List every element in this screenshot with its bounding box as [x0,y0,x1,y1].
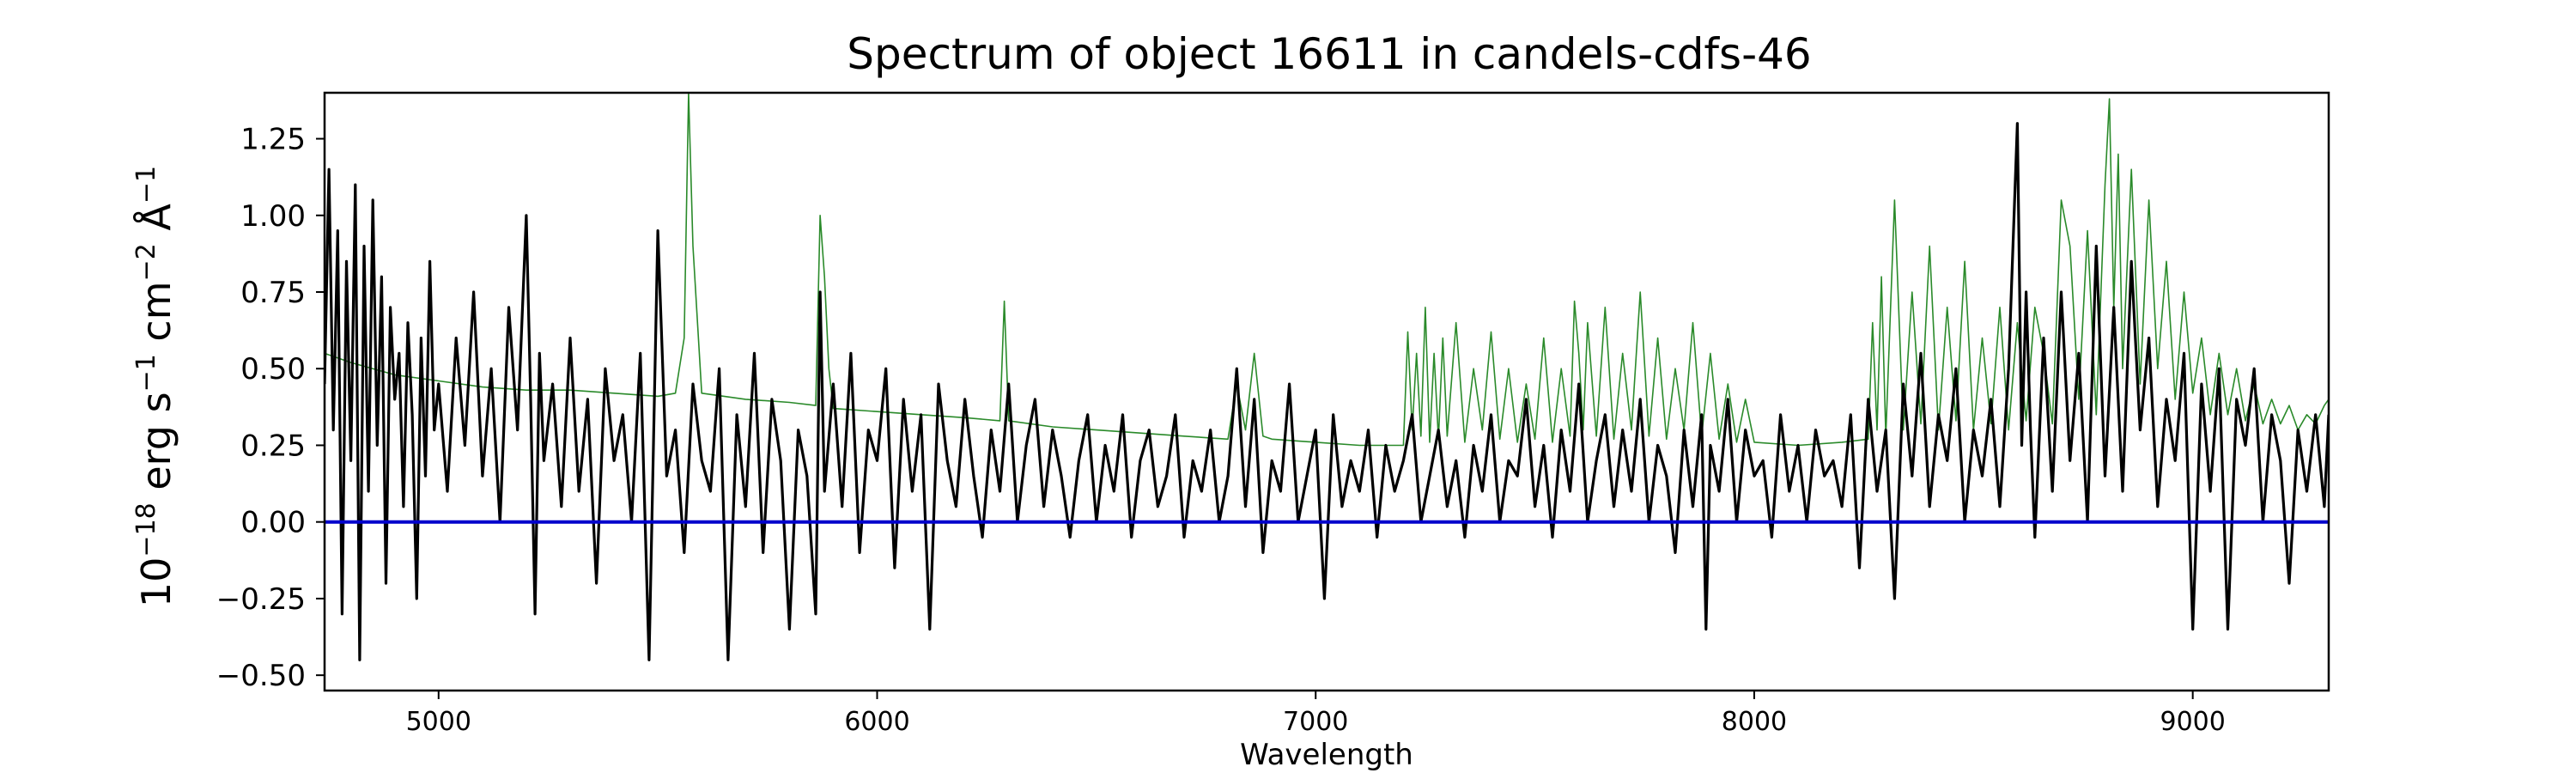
chart-title: Spectrum of object 16611 in candels-cdfs… [847,29,1812,79]
x-tick-label: 7000 [1283,707,1348,737]
y-tick-label: −0.50 [216,659,306,693]
y-axis-label-exp1: −18 [131,502,161,557]
x-tick-label: 9000 [2160,707,2225,737]
y-axis-label-part3: Å [133,204,179,244]
y-axis-label: 10−18 erg s−1 cm−2 Å−1 [131,166,179,607]
y-tick-label: −0.25 [216,582,306,617]
y-axis-label-base: 10 [133,557,179,608]
y-tick-label: 1.00 [240,199,306,234]
y-ticks: −0.50 −0.25 0.00 0.25 0.50 0.75 1.00 1.25 [216,123,325,693]
y-axis-label-exp4: −1 [131,166,161,204]
y-tick-label: 0.75 [240,276,306,310]
y-tick-label: 0.50 [240,352,306,386]
x-ticks: 5000 6000 7000 8000 9000 [406,691,2226,737]
flux-series-line [325,122,2329,661]
y-tick-label: 0.00 [240,506,306,540]
error-series-line [325,93,2329,447]
plot-area [325,93,2329,661]
x-tick-label: 5000 [406,707,471,737]
y-axis-label-exp2: −1 [131,354,161,392]
axes-frame [323,91,2330,692]
x-tick-label: 6000 [844,707,909,737]
y-axis-label-part1: erg s [133,392,179,502]
y-tick-label: 0.25 [240,429,306,463]
x-axis-label: Wavelength [1240,738,1413,772]
y-axis-label-exp3: −2 [131,243,161,281]
y-axis-label-part2: cm [133,281,179,354]
x-tick-label: 8000 [1722,707,1787,737]
y-tick-label: 1.25 [240,123,306,157]
